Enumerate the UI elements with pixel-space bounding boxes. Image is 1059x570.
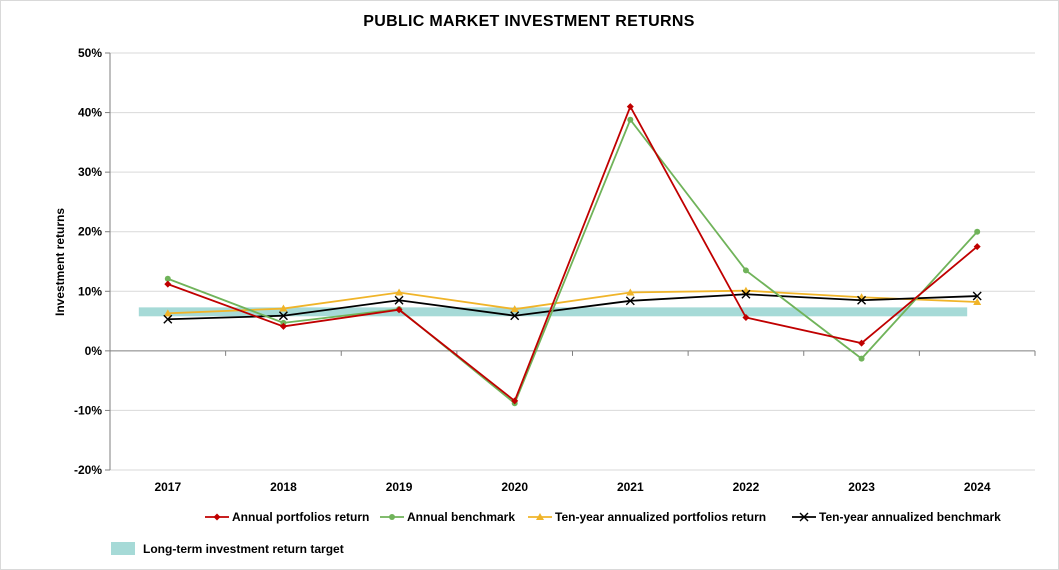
legend-item-band: Long-term investment return target <box>111 542 344 556</box>
data-point-circle <box>627 116 634 123</box>
data-point-circle <box>280 319 287 326</box>
y-tick-label: 50% <box>78 46 102 60</box>
data-point-x <box>278 311 288 321</box>
data-point-x <box>799 512 809 522</box>
data-point-circle <box>974 228 981 235</box>
data-point-x <box>163 314 173 324</box>
x-tick-label: 2017 <box>154 480 181 494</box>
legend-item: Ten-year annualized portfolios return <box>528 510 766 524</box>
x-marker-stroke <box>799 512 809 522</box>
series-line <box>167 293 978 321</box>
data-point-diamond <box>279 322 287 330</box>
y-axis-label: Investment returns <box>53 208 67 316</box>
series-line <box>167 117 978 405</box>
y-tick-label: 10% <box>78 284 102 298</box>
y-tick-label: 30% <box>78 165 102 179</box>
target-band <box>138 307 968 317</box>
data-point-triangle <box>626 288 635 296</box>
data-point-triangle <box>163 309 172 317</box>
data-point-diamond <box>511 397 519 405</box>
legend-label: Annual benchmark <box>407 510 515 524</box>
legend-item: Ten-year annualized benchmark <box>792 510 1001 524</box>
series-line <box>167 289 978 315</box>
x-tick-label: 2020 <box>501 480 528 494</box>
data-point-x <box>625 296 635 306</box>
y-tick-label: -20% <box>74 463 102 477</box>
data-point-circle <box>164 275 171 282</box>
data-point-triangle <box>510 305 519 313</box>
legend-band-swatch <box>111 542 135 555</box>
data-point-triangle <box>536 513 544 520</box>
legend-item: Annual portfolios return <box>205 510 369 524</box>
data-point-x <box>972 291 982 301</box>
x-marker-stroke <box>972 291 982 301</box>
data-point-x <box>510 311 520 321</box>
y-tick-label: 40% <box>78 106 102 120</box>
data-point-triangle <box>279 304 288 312</box>
x-marker-stroke <box>741 289 751 299</box>
data-point-diamond <box>164 280 172 288</box>
data-point-diamond <box>742 313 750 321</box>
data-point-x <box>741 289 751 299</box>
legend-label: Ten-year annualized portfolios return <box>555 510 766 524</box>
data-point-circle <box>742 267 749 274</box>
data-point-diamond <box>213 513 221 521</box>
legend-label: Long-term investment return target <box>143 542 344 556</box>
data-point-diamond <box>395 306 403 314</box>
x-tick-label: 2021 <box>617 480 644 494</box>
series-3 <box>163 289 982 324</box>
data-point-x <box>394 295 404 305</box>
x-marker-stroke <box>163 314 173 324</box>
chart-title: PUBLIC MARKET INVESTMENT RETURNS <box>363 13 694 30</box>
legend-label: Annual portfolios return <box>232 510 369 524</box>
y-tick-label: -10% <box>74 403 102 417</box>
data-point-circle <box>389 514 395 520</box>
x-marker-stroke <box>394 295 404 305</box>
x-tick-label: 2024 <box>964 480 991 494</box>
x-marker-stroke <box>857 295 867 305</box>
x-tick-label: 2019 <box>386 480 413 494</box>
x-tick-label: 2018 <box>270 480 297 494</box>
data-point-diamond <box>626 103 634 111</box>
data-point-circle <box>858 355 865 362</box>
legend-label: Ten-year annualized benchmark <box>819 510 1001 524</box>
series-line <box>167 104 978 403</box>
data-point-diamond <box>973 243 981 251</box>
series-1 <box>164 116 981 407</box>
data-point-triangle <box>395 288 404 296</box>
x-marker-stroke <box>625 296 635 306</box>
data-point-triangle <box>973 298 982 306</box>
series-0 <box>164 103 981 405</box>
x-tick-label: 2023 <box>848 480 875 494</box>
x-marker-stroke <box>278 311 288 321</box>
legend-item: Annual benchmark <box>380 510 515 524</box>
data-point-x <box>857 295 867 305</box>
series-2 <box>163 286 982 317</box>
y-tick-label: 0% <box>85 344 103 358</box>
data-point-diamond <box>858 339 866 347</box>
y-tick-label: 20% <box>78 225 102 239</box>
x-tick-label: 2022 <box>733 480 760 494</box>
x-marker-stroke <box>510 311 520 321</box>
